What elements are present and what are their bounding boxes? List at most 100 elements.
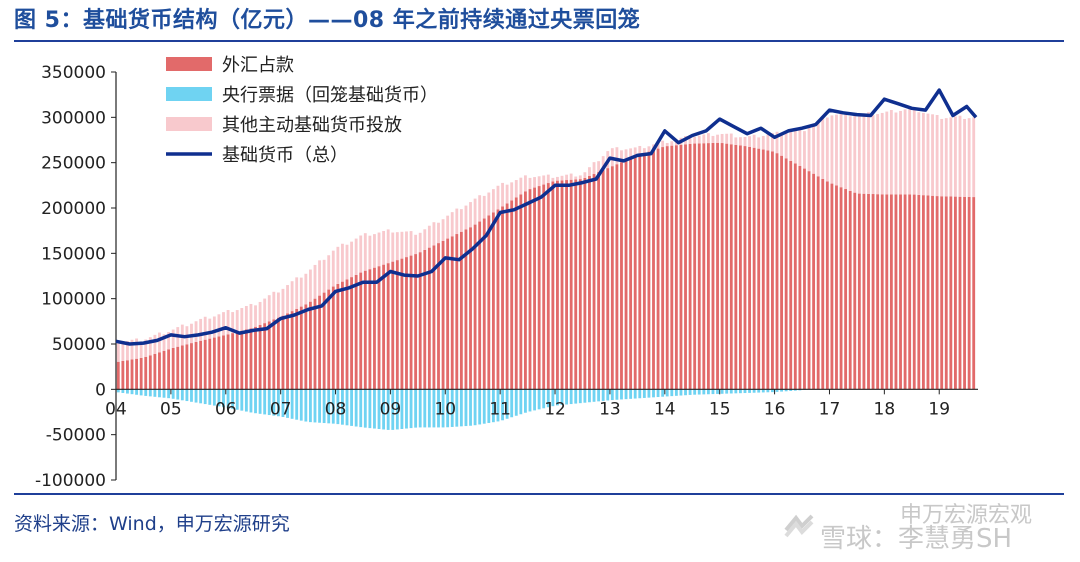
bar-other xyxy=(459,209,463,232)
bar-other xyxy=(725,133,729,144)
bar-bills xyxy=(308,389,312,423)
bar-fx xyxy=(825,181,829,390)
bar-bills xyxy=(459,389,463,427)
bar-bills xyxy=(766,389,770,393)
bar-other xyxy=(656,142,660,149)
bar-fx xyxy=(244,329,248,390)
bar-other xyxy=(208,318,212,339)
bar-fx xyxy=(523,191,527,390)
bar-fx xyxy=(620,162,623,390)
bar-fx xyxy=(395,260,399,390)
bar-bills xyxy=(793,389,797,391)
bar-fx xyxy=(254,326,257,390)
bar-other xyxy=(199,318,203,341)
bar-other xyxy=(935,115,939,197)
bar-other xyxy=(116,343,120,362)
bar-other xyxy=(432,222,436,246)
bar-other xyxy=(624,149,628,161)
bar-fx xyxy=(578,179,582,390)
bar-other xyxy=(345,244,349,280)
bar-other xyxy=(706,133,710,144)
bar-bills xyxy=(711,389,715,395)
bar-other xyxy=(341,243,344,282)
bar-other xyxy=(752,134,756,148)
bar-bills xyxy=(720,389,724,394)
bar-fx xyxy=(688,143,692,390)
bar-fx xyxy=(716,142,719,390)
x-tick-label: 11 xyxy=(489,399,511,419)
bar-bills xyxy=(610,389,614,401)
bar-other xyxy=(894,112,898,195)
bar-other xyxy=(231,312,235,334)
bar-fx xyxy=(382,264,386,390)
bar-fx xyxy=(789,160,793,390)
bar-fx xyxy=(565,180,569,390)
bar-bills xyxy=(729,389,733,394)
bar-bills xyxy=(386,389,390,430)
bar-other xyxy=(551,177,555,182)
bar-fx xyxy=(697,143,701,390)
bar-other xyxy=(194,321,198,342)
bar-other xyxy=(949,117,953,197)
bar-bills xyxy=(244,389,248,412)
chart-title: 图 5：基础货币结构（亿元）——08 年之前持续通过央票回笼 xyxy=(14,8,641,33)
bar-other xyxy=(642,148,646,154)
bar-fx xyxy=(729,144,733,390)
bar-bills xyxy=(327,389,331,424)
bar-fx xyxy=(116,361,120,390)
bar-bills xyxy=(135,389,139,395)
bar-bills xyxy=(638,389,642,399)
bar-other xyxy=(304,273,308,305)
bar-bills xyxy=(771,389,774,393)
bar-other xyxy=(807,127,811,172)
bar-bills xyxy=(674,389,678,396)
bar-fx xyxy=(720,143,724,390)
bar-bills xyxy=(716,389,719,394)
y-tick-label: 200000 xyxy=(41,199,106,219)
bar-bills xyxy=(341,389,344,425)
bar-fx xyxy=(967,196,971,390)
bar-other xyxy=(276,292,280,318)
bar-bills xyxy=(299,389,303,421)
bar-other xyxy=(569,173,573,180)
bar-bills xyxy=(450,389,454,427)
bar-fx xyxy=(542,184,546,390)
bar-other xyxy=(629,148,633,159)
bar-fx xyxy=(331,286,335,390)
bar-bills xyxy=(226,389,230,408)
y-tick-label: 0 xyxy=(95,380,106,400)
bar-other xyxy=(464,205,468,230)
bar-other xyxy=(771,133,774,152)
bar-fx xyxy=(661,147,665,390)
bar-fx xyxy=(963,196,966,390)
bar-fx xyxy=(313,298,317,390)
title-rule xyxy=(14,40,1064,42)
bar-bills xyxy=(537,389,541,410)
bar-bills xyxy=(222,389,225,408)
x-tick-label: 07 xyxy=(270,399,292,419)
bar-bills xyxy=(615,389,619,400)
bar-other xyxy=(546,174,550,184)
bar-bills xyxy=(423,389,427,428)
bar-fx xyxy=(674,145,678,390)
bar-fx xyxy=(299,306,303,390)
bar-other xyxy=(931,114,934,196)
bar-other xyxy=(222,312,225,336)
bar-fx xyxy=(889,194,893,390)
bar-fx xyxy=(610,166,614,390)
bar-bills xyxy=(757,389,761,393)
x-tick-label: 18 xyxy=(874,399,896,419)
bar-fx xyxy=(885,194,889,390)
bar-bills xyxy=(601,389,605,401)
bar-bills xyxy=(656,389,660,398)
bar-fx xyxy=(272,319,276,390)
bar-fx xyxy=(510,200,514,390)
bars-layer xyxy=(116,107,976,430)
bar-other xyxy=(427,225,431,248)
bar-bills xyxy=(318,389,321,423)
bar-other xyxy=(889,110,893,195)
bar-bills xyxy=(702,389,706,395)
bar-bills xyxy=(738,389,742,394)
bar-bills xyxy=(775,389,779,392)
bar-fx xyxy=(414,254,418,390)
